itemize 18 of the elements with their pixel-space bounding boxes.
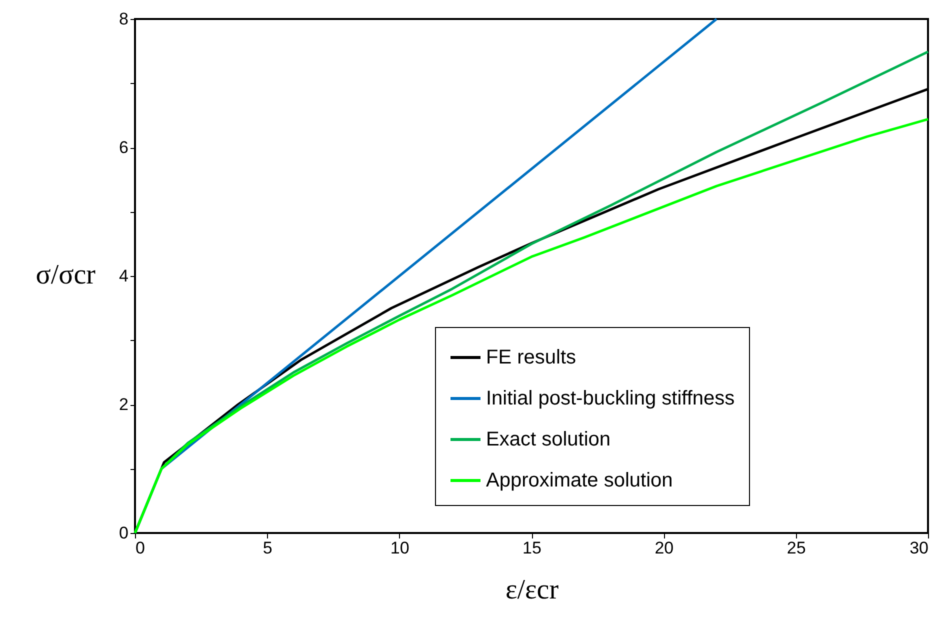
- x-tick-label: 30: [910, 538, 928, 558]
- y-tick-label: 6: [119, 138, 128, 157]
- legend-label: Initial post-buckling stiffness: [486, 388, 735, 410]
- legend-label: FE results: [486, 346, 576, 368]
- x-tick-label: 25: [786, 538, 806, 558]
- legend-label: Approximate solution: [486, 470, 673, 492]
- x-tick-label: 20: [654, 538, 674, 558]
- x-tick-label: 0: [136, 538, 145, 558]
- legend-label: Exact solution: [486, 428, 611, 450]
- x-tick-label: 5: [262, 538, 272, 558]
- y-tick-label: 4: [119, 266, 128, 286]
- y-tick-label: 2: [119, 395, 128, 414]
- y-axis-title: σ/σcr: [36, 260, 96, 290]
- y-tick-label: 8: [119, 10, 128, 28]
- x-tick-label: 10: [390, 538, 410, 558]
- x-axis-title: ε/εcr: [505, 574, 560, 606]
- x-tick-label: 15: [522, 538, 542, 558]
- y-tick-label: 0: [119, 524, 128, 542]
